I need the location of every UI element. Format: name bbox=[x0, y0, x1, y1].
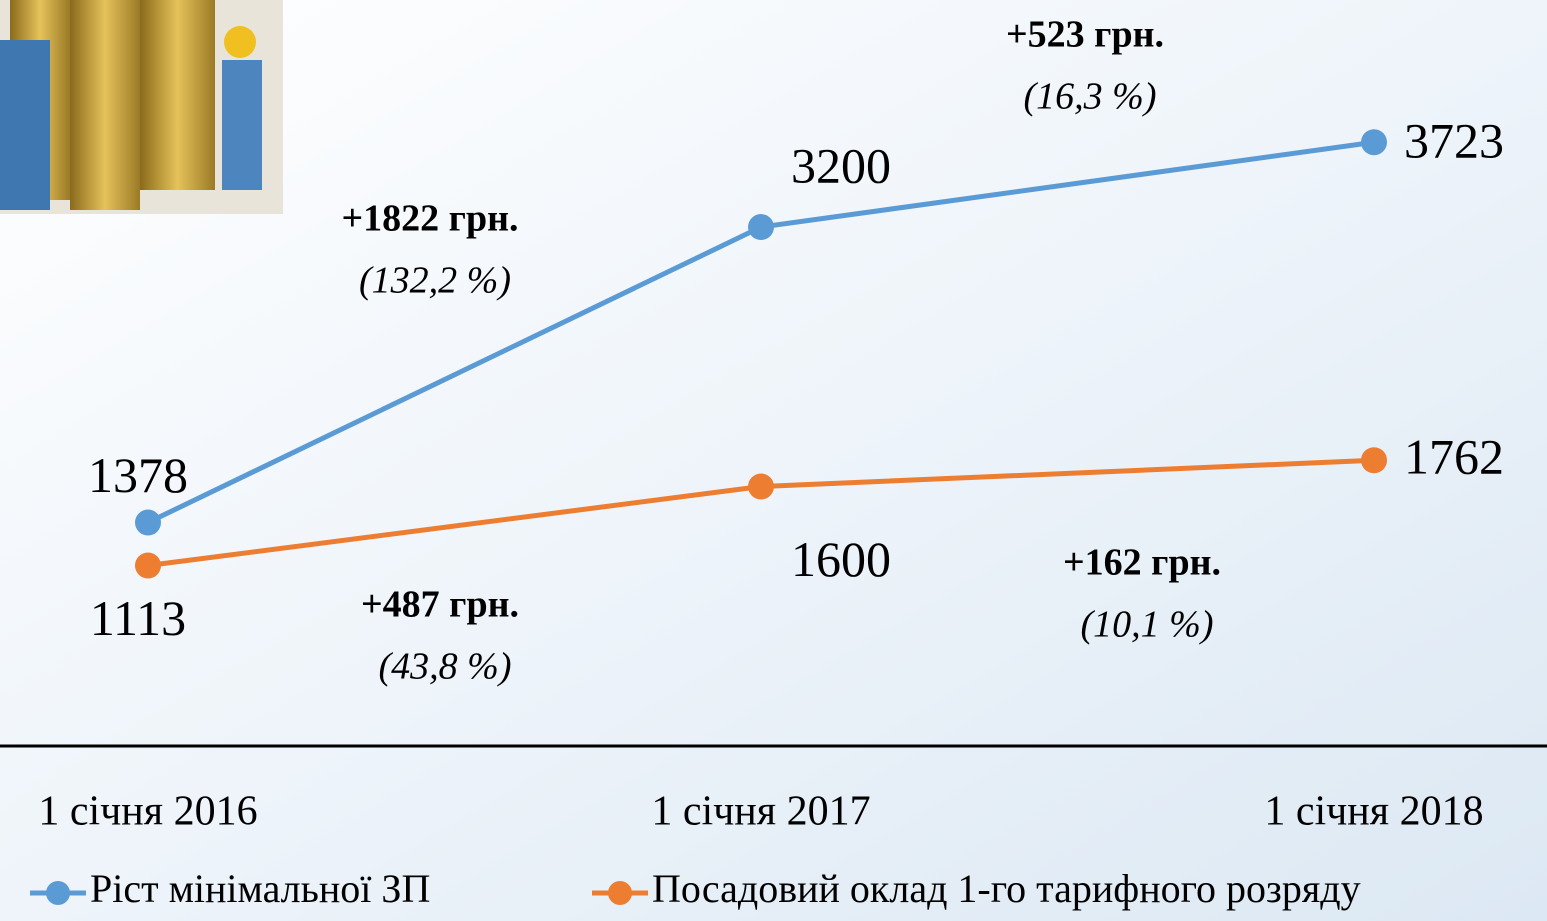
annotation: +487 грн. bbox=[361, 584, 519, 626]
data-label: 3200 bbox=[791, 138, 891, 194]
point bbox=[748, 473, 774, 500]
data-label: 3723 bbox=[1404, 113, 1504, 169]
annotation: +162 грн. bbox=[1063, 542, 1221, 584]
data-label: 1762 bbox=[1404, 429, 1504, 485]
annotation-note: (10,1 %) bbox=[1081, 604, 1214, 646]
data-label: 1113 bbox=[90, 590, 186, 646]
photo bbox=[0, 0, 283, 214]
annotation-note: (132,2 %) bbox=[359, 260, 511, 302]
annotation: +1822 грн. bbox=[342, 198, 519, 240]
point bbox=[748, 214, 774, 241]
annotation-note: (43,8 %) bbox=[379, 646, 512, 688]
point bbox=[1361, 447, 1387, 474]
legend-label: Ріст мінімальної ЗП bbox=[90, 866, 430, 911]
x-tick-label: 1 січня 2017 bbox=[651, 789, 870, 835]
data-label: 1600 bbox=[791, 531, 891, 587]
x-tick-label: 1 січня 2016 bbox=[38, 789, 257, 835]
data-label: 1378 bbox=[88, 447, 188, 503]
point bbox=[135, 509, 161, 536]
annotation: +523 грн. bbox=[1006, 14, 1164, 56]
point bbox=[135, 552, 161, 579]
legend-label: Посадовий оклад 1-го тарифного розряду bbox=[652, 866, 1361, 911]
legend-marker bbox=[46, 881, 70, 905]
point bbox=[1361, 129, 1387, 156]
x-tick-label: 1 січня 2018 bbox=[1264, 789, 1483, 835]
annotation-note: (16,3 %) bbox=[1024, 76, 1157, 118]
legend-marker bbox=[608, 881, 632, 905]
